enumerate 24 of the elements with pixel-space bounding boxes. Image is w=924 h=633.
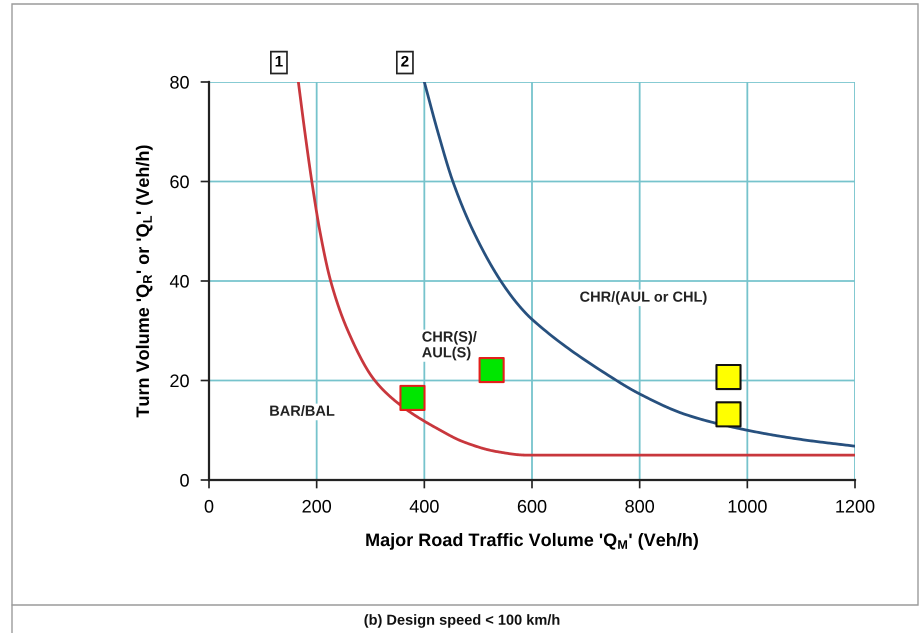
y-tick-label: 0 (180, 474, 189, 487)
series-label: 1 (276, 56, 283, 67)
point (399, 384, 426, 411)
y-tick-label: 40 (170, 274, 189, 288)
point (715, 364, 742, 390)
annotation: CHR(S)/ AUL(S) (422, 331, 477, 360)
y-tick-label: 20 (170, 374, 189, 388)
x-tick-label: 600 (518, 500, 546, 513)
annotation: BAR/BAL (270, 405, 334, 416)
y-axis-title: Turn Volume 'Q$_{R}$' or 'Q$_{L}$' (Veh/h) (136, 145, 153, 418)
text: (b) Design speed < 100 km/h (364, 614, 560, 628)
annotation: CHR/(AUL or CHL) (580, 291, 707, 305)
y-tick-label: 80 (170, 76, 189, 89)
x-axis-title: Major Road Traffic Volume 'Q$_{M}$' (Veh/h) (366, 532, 698, 550)
x-tick-label: 1000 (728, 500, 767, 513)
x-tick-label: 0 (204, 500, 214, 513)
x-tick-label: 800 (625, 500, 654, 513)
point (715, 401, 742, 428)
series-label: 2 (401, 56, 409, 67)
x-tick-label: 1200 (836, 500, 874, 513)
x-tick-label: 200 (302, 500, 332, 513)
x-tick-label: 400 (410, 500, 439, 513)
point (478, 356, 505, 384)
y-tick-label: 60 (170, 175, 189, 188)
